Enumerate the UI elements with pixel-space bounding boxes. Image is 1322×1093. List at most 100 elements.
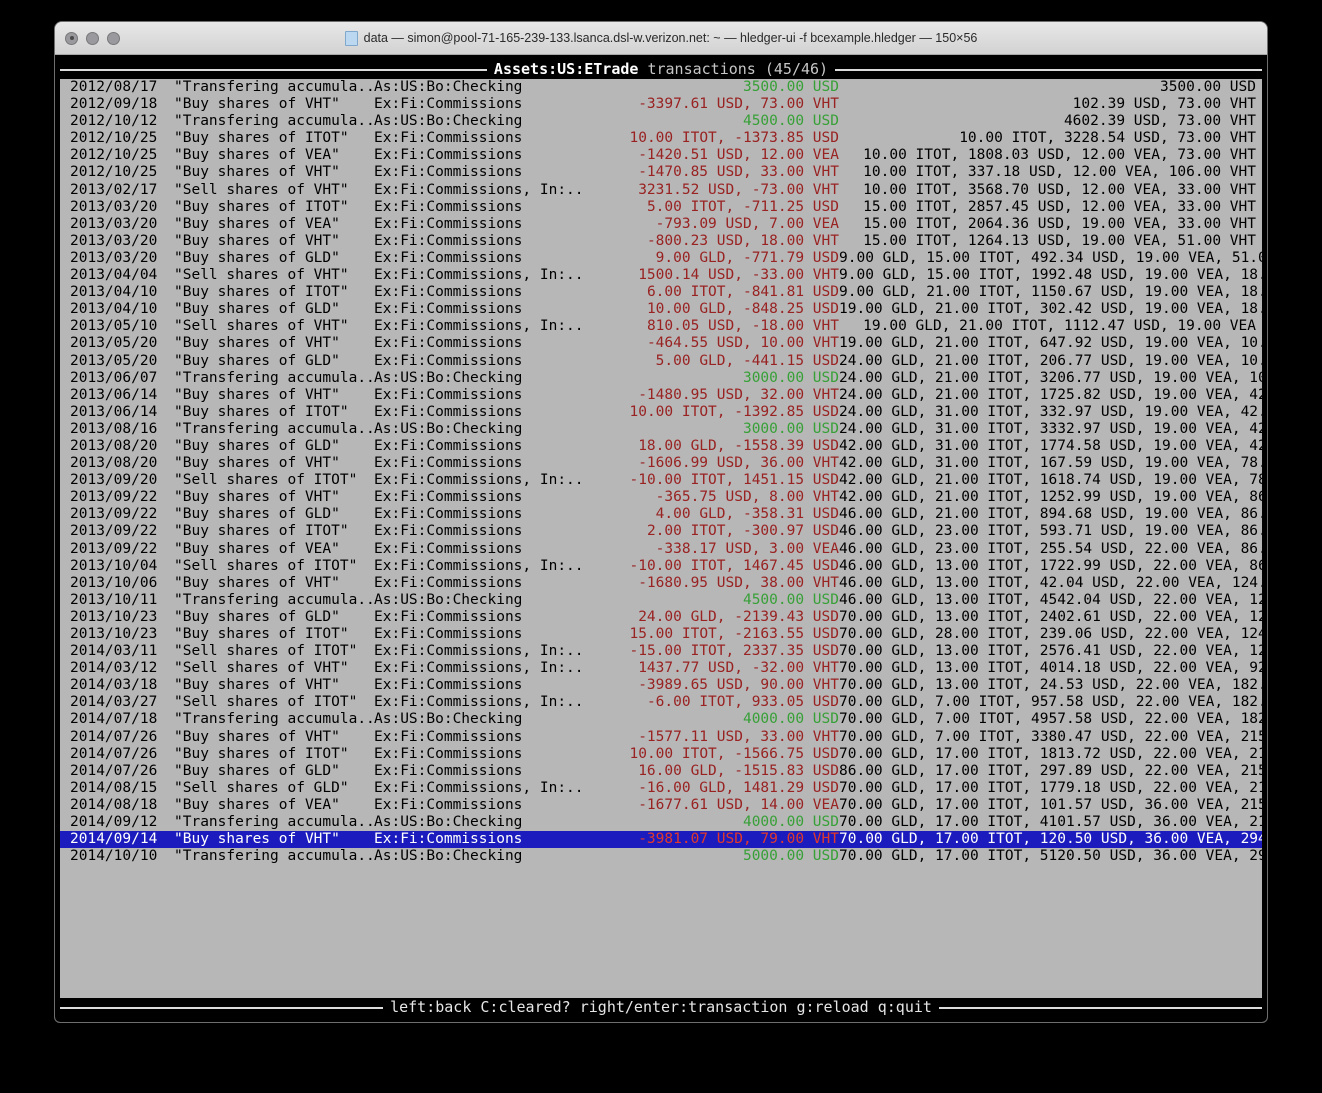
table-row[interactable]: 2013/03/20 "Buy shares of GLD" Ex:Fi:Commi… xyxy=(60,250,1262,267)
row-balance-amount: 46.00 GLD, 13.00 ITOT, 42.04 USD, 22.00 … xyxy=(839,574,1262,591)
row-balance-amount: 46.00 GLD, 13.00 ITOT, 1722.99 USD, 22.0… xyxy=(839,557,1262,574)
row-change-amount: 5.00 ITOT, -711.25 USD xyxy=(646,198,839,215)
row-change-amount: 9.00 GLD, -771.79 USD xyxy=(655,249,839,266)
row-account: Ex:Fi:Commissions xyxy=(374,796,523,813)
minimize-window-button[interactable] xyxy=(86,31,99,45)
row-description: "Buy shares of ITOT" xyxy=(174,403,349,420)
row-change-amount: 15.00 ITOT, -2163.55 USD xyxy=(629,626,839,642)
row-change-amount: -10.00 ITOT, 1467.45 USD xyxy=(629,557,839,574)
row-account: As:US:Bo:Checking xyxy=(374,591,523,608)
row-description: "Buy shares of VHT" xyxy=(174,489,340,506)
row-balance-amount: 10.00 ITOT, 1808.03 USD, 12.00 VEA, 73.0… xyxy=(863,147,1256,164)
row-description: "Sell shares of GLD" xyxy=(174,779,349,796)
terminal-screen[interactable]: Assets:US:ETrade transactions (45/46) 20… xyxy=(55,55,1267,1022)
row-balance-amount: 70.00 GLD, 13.00 ITOT, 24.53 USD, 22.00 … xyxy=(839,677,1262,694)
table-row[interactable]: 2014/09/12 "Transfering accumula.. As:US:B… xyxy=(60,814,1262,831)
table-row[interactable]: 2013/04/10 "Buy shares of GLD" Ex:Fi:Commi… xyxy=(60,301,1262,318)
table-row[interactable]: 2013/09/22 "Buy shares of VHT" Ex:Fi:Commi… xyxy=(60,489,1262,506)
table-row[interactable]: 2013/10/23 "Buy shares of ITOT" Ex:Fi:Comm… xyxy=(60,626,1262,643)
row-description: "Transfering accumula.. xyxy=(174,591,375,608)
row-date: 2013/06/07 xyxy=(70,369,158,386)
table-row[interactable]: 2013/06/14 "Buy shares of VHT" Ex:Fi:Commi… xyxy=(60,387,1262,404)
table-row[interactable]: 2013/08/16 "Transfering accumula.. As:US:B… xyxy=(60,421,1262,438)
table-row[interactable]: 2014/09/14 "Buy shares of VHT" Ex:Fi:Commi… xyxy=(60,831,1262,849)
row-date: 2014/07/26 xyxy=(70,745,158,762)
zoom-window-button[interactable] xyxy=(107,31,120,45)
row-description: "Buy shares of ITOT" xyxy=(174,523,349,540)
table-row[interactable]: 2013/03/20 "Buy shares of VHT" Ex:Fi:Commi… xyxy=(60,233,1262,250)
table-row[interactable]: 2014/07/26 "Buy shares of VHT" Ex:Fi:Commi… xyxy=(60,729,1262,746)
table-row[interactable]: 2014/07/26 "Buy shares of ITOT" Ex:Fi:Comm… xyxy=(60,746,1262,763)
table-row[interactable]: 2014/03/12 "Sell shares of VHT" Ex:Fi:Comm… xyxy=(60,660,1262,677)
row-date: 2013/10/23 xyxy=(70,626,158,642)
table-row[interactable]: 2013/10/06 "Buy shares of VHT" Ex:Fi:Commi… xyxy=(60,575,1262,592)
row-date: 2012/09/18 xyxy=(70,96,158,113)
window-titlebar[interactable]: data — simon@pool-71-165-239-133.lsanca.… xyxy=(55,22,1267,55)
row-balance-amount: 15.00 ITOT, 1264.13 USD, 19.00 VEA, 51.0… xyxy=(863,232,1256,249)
transactions-list[interactable]: 2012/08/17 "Transfering accumula.. As:US:B… xyxy=(60,79,1262,998)
row-description: "Buy shares of GLD" xyxy=(174,301,340,318)
row-account: Ex:Fi:Commissions, In:.. xyxy=(374,643,584,660)
table-row[interactable]: 2013/09/22 "Buy shares of ITOT" Ex:Fi:Comm… xyxy=(60,523,1262,540)
table-row[interactable]: 2013/10/04 "Sell shares of ITOT" Ex:Fi:Com… xyxy=(60,558,1262,575)
row-change-amount: -800.23 USD, 18.00 VHT xyxy=(646,232,839,249)
table-row[interactable]: 2014/08/15 "Sell shares of GLD" Ex:Fi:Comm… xyxy=(60,780,1262,797)
row-account: Ex:Fi:Commissions xyxy=(374,745,523,762)
row-account: Ex:Fi:Commissions xyxy=(374,301,523,318)
table-row[interactable]: 2012/10/25 "Buy shares of ITOT" Ex:Fi:Comm… xyxy=(60,130,1262,147)
row-description: "Buy shares of VHT" xyxy=(174,386,340,403)
table-row[interactable]: 2012/10/12 "Transfering accumula.. As:US:B… xyxy=(60,113,1262,130)
row-description: "Buy shares of GLD" xyxy=(174,249,340,266)
table-row[interactable]: 2013/06/14 "Buy shares of ITOT" Ex:Fi:Comm… xyxy=(60,404,1262,421)
table-row[interactable]: 2013/10/11 "Transfering accumula.. As:US:B… xyxy=(60,592,1262,609)
table-row[interactable]: 2013/09/22 "Buy shares of GLD" Ex:Fi:Commi… xyxy=(60,506,1262,523)
table-row[interactable]: 2013/05/20 "Buy shares of VHT" Ex:Fi:Commi… xyxy=(60,335,1262,352)
table-row[interactable]: 2013/03/20 "Buy shares of ITOT" Ex:Fi:Comm… xyxy=(60,199,1262,216)
table-row[interactable]: 2013/02/17 "Sell shares of VHT" Ex:Fi:Comm… xyxy=(60,182,1262,199)
row-balance-amount: 19.00 GLD, 21.00 ITOT, 1112.47 USD, 19.0… xyxy=(863,318,1256,335)
header-subject: transactions (45/46) xyxy=(638,60,829,78)
row-description: "Buy shares of GLD" xyxy=(174,506,340,523)
table-row[interactable]: 2013/06/07 "Transfering accumula.. As:US:B… xyxy=(60,370,1262,387)
row-description: "Sell shares of ITOT" xyxy=(174,694,358,711)
table-row[interactable]: 2013/05/10 "Sell shares of VHT" Ex:Fi:Comm… xyxy=(60,318,1262,335)
table-row[interactable]: 2013/08/20 "Buy shares of GLD" Ex:Fi:Commi… xyxy=(60,438,1262,455)
table-row[interactable]: 2013/04/04 "Sell shares of VHT" Ex:Fi:Comm… xyxy=(60,267,1262,284)
row-account: Ex:Fi:Commissions xyxy=(374,523,523,540)
table-row[interactable]: 2013/09/20 "Sell shares of ITOT" Ex:Fi:Com… xyxy=(60,472,1262,489)
row-account: Ex:Fi:Commissions, In:.. xyxy=(374,779,584,796)
row-balance-amount: 24.00 GLD, 31.00 ITOT, 332.97 USD, 19.00… xyxy=(839,403,1262,420)
table-row[interactable]: 2014/03/18 "Buy shares of VHT" Ex:Fi:Commi… xyxy=(60,677,1262,694)
table-row[interactable]: 2014/07/18 "Transfering accumula.. As:US:B… xyxy=(60,711,1262,728)
window-traffic-lights[interactable] xyxy=(65,22,120,54)
row-date: 2012/10/25 xyxy=(70,130,158,147)
table-row[interactable]: 2013/09/22 "Buy shares of VEA" Ex:Fi:Commi… xyxy=(60,541,1262,558)
row-balance-amount: 46.00 GLD, 13.00 ITOT, 4542.04 USD, 22.0… xyxy=(839,591,1262,608)
table-row[interactable]: 2012/10/25 "Buy shares of VHT" Ex:Fi:Commi… xyxy=(60,164,1262,181)
table-row[interactable]: 2013/08/20 "Buy shares of VHT" Ex:Fi:Commi… xyxy=(60,455,1262,472)
header-rule-left xyxy=(60,68,487,71)
table-row[interactable]: 2012/08/17 "Transfering accumula.. As:US:B… xyxy=(60,79,1262,96)
row-date: 2013/05/20 xyxy=(70,352,158,369)
table-row[interactable]: 2014/08/18 "Buy shares of VEA" Ex:Fi:Commi… xyxy=(60,797,1262,814)
row-date: 2013/09/22 xyxy=(70,523,158,540)
table-row[interactable]: 2013/05/20 "Buy shares of GLD" Ex:Fi:Commi… xyxy=(60,353,1262,370)
table-row[interactable]: 2013/10/23 "Buy shares of GLD" Ex:Fi:Commi… xyxy=(60,609,1262,626)
table-row[interactable]: 2014/03/27 "Sell shares of ITOT" Ex:Fi:Com… xyxy=(60,694,1262,711)
table-row[interactable]: 2013/04/10 "Buy shares of ITOT" Ex:Fi:Comm… xyxy=(60,284,1262,301)
table-row[interactable]: 2014/07/26 "Buy shares of GLD" Ex:Fi:Commi… xyxy=(60,763,1262,780)
table-row[interactable]: 2013/03/20 "Buy shares of VEA" Ex:Fi:Commi… xyxy=(60,216,1262,233)
row-balance-amount: 42.00 GLD, 21.00 ITOT, 1618.74 USD, 19.0… xyxy=(839,472,1262,489)
row-description: "Buy shares of GLD" xyxy=(174,437,340,454)
row-change-amount: 4.00 GLD, -358.31 USD xyxy=(655,506,839,523)
table-row[interactable]: 2012/10/25 "Buy shares of VEA" Ex:Fi:Commi… xyxy=(60,147,1262,164)
row-change-amount: -1677.61 USD, 14.00 VEA xyxy=(638,796,839,813)
terminal-window[interactable]: data — simon@pool-71-165-239-133.lsanca.… xyxy=(55,22,1267,1022)
row-account: Ex:Fi:Commissions xyxy=(374,626,523,642)
close-window-button[interactable] xyxy=(65,31,78,45)
table-row[interactable]: 2014/10/10 "Transfering accumula.. As:US:B… xyxy=(60,848,1262,865)
row-balance-amount: 24.00 GLD, 21.00 ITOT, 206.77 USD, 19.00… xyxy=(839,352,1262,369)
table-row[interactable]: 2012/09/18 "Buy shares of VHT" Ex:Fi:Commi… xyxy=(60,96,1262,113)
table-row[interactable]: 2014/03/11 "Sell shares of ITOT" Ex:Fi:Com… xyxy=(60,643,1262,660)
row-date: 2013/02/17 xyxy=(70,181,158,198)
